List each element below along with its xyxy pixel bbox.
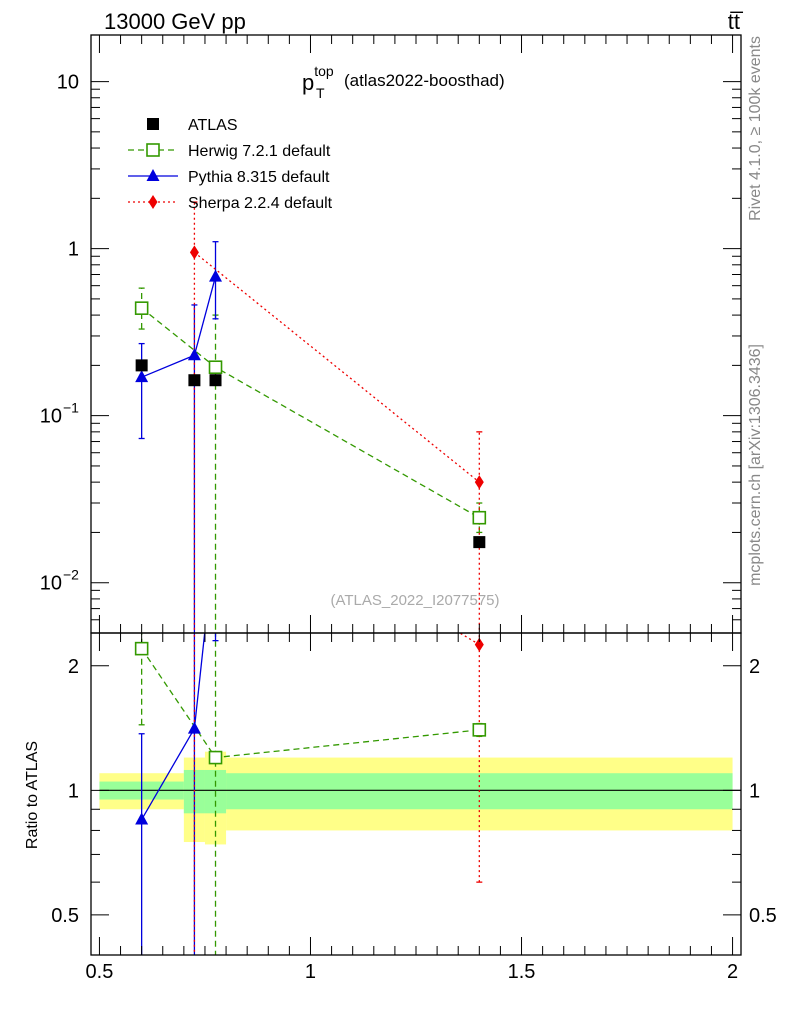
legend-label-1: Herwig 7.2.1 default — [188, 143, 331, 160]
ratio-panel-series — [134, 633, 487, 955]
ratio-y-tick-label-right-1: 1 — [749, 780, 760, 802]
ratio-y-tick-label-right-2: 0.5 — [749, 905, 777, 927]
legend-marker-3 — [148, 195, 158, 209]
ratio-series-2-point-1 — [474, 637, 484, 652]
ratio-series-line-2 — [458, 633, 480, 646]
legend-marker-2 — [146, 169, 160, 181]
legend-marker-1 — [146, 143, 160, 157]
plot-title-symbol: p — [302, 70, 314, 95]
ratio-series-line-0 — [141, 648, 480, 759]
series-1-point-0 — [135, 370, 149, 383]
series-0-point-1 — [208, 360, 223, 375]
series-2-point-0 — [189, 245, 199, 260]
series-line-2 — [194, 251, 480, 483]
series-1-point-1 — [187, 348, 201, 361]
analysis-id-label: (ATLAS_2022_I2077575) — [330, 592, 499, 609]
atlas-data-point-3 — [473, 536, 486, 549]
ratio-y-tick-label-right-0: 2 — [749, 656, 760, 678]
main-y-tick-label-0: 10 — [57, 72, 79, 94]
series-1-point-2 — [209, 269, 223, 282]
x-tick-label-1: 1 — [305, 961, 316, 983]
atlas-data-point-1 — [188, 374, 201, 387]
main-panel-series — [134, 201, 487, 633]
atlas-data-point-2 — [209, 374, 222, 387]
rivet-version-label: Rivet 4.1.0, ≥ 100k events — [747, 36, 764, 221]
x-tick-label-0: 0.5 — [86, 961, 114, 983]
ratio-y-tick-label-left-2: 0.5 — [51, 905, 79, 927]
ratio-axis-label: Ratio to ATLAS — [24, 741, 41, 849]
plot-title-superscript: top — [314, 63, 334, 79]
x-tick-label-3: 2 — [727, 961, 738, 983]
main-y-tick-exponent-3: −2 — [63, 567, 79, 583]
main-y-tick-label-1: 1 — [68, 239, 79, 261]
atlas-data-point-0 — [135, 359, 148, 372]
mcplots-label: mcplots.cern.ch [arXiv:1306.3436] — [747, 344, 764, 586]
series-line-0 — [141, 307, 480, 519]
legend-label-2: Pythia 8.315 default — [188, 169, 330, 186]
series-line-1 — [141, 276, 217, 378]
ratio-series-1-point-0 — [135, 812, 149, 825]
series-0-point-2 — [472, 510, 487, 525]
ratio-y-tick-label-left-1: 1 — [68, 780, 79, 802]
series-2-point-1 — [474, 475, 484, 490]
process-label: tt̅ — [728, 9, 744, 34]
ratio-series-1-point-1 — [187, 721, 201, 734]
ratio-y-tick-label-left-0: 2 — [68, 656, 79, 678]
legend-label-3: Sherpa 2.2.4 default — [188, 195, 333, 212]
main-y-tick-label-2: 10 — [40, 406, 62, 428]
ratio-series-0-point-1 — [208, 750, 223, 765]
legend: ATLAS Herwig 7.2.1 default Pythia 8.315 de… — [128, 117, 333, 212]
x-tick-label-2: 1.5 — [508, 961, 536, 983]
legend-label-0: ATLAS — [188, 117, 238, 134]
series-0-point-0 — [134, 301, 149, 315]
ratio-uncertainty-bands — [99, 751, 741, 845]
plot-title-analysis: (atlas2022-boosthad) — [344, 71, 505, 90]
energy-label: 13000 GeV pp — [104, 9, 246, 34]
main-y-tick-label-3: 10 — [40, 573, 62, 595]
plot-title-subscript: T — [316, 85, 325, 101]
ratio-series-0-point-0 — [134, 641, 149, 656]
legend-marker-0 — [147, 118, 159, 130]
main-y-tick-exponent-2: −1 — [63, 400, 79, 416]
ratio-series-0-point-2 — [472, 723, 487, 737]
plot-title: ptop — [302, 63, 334, 95]
